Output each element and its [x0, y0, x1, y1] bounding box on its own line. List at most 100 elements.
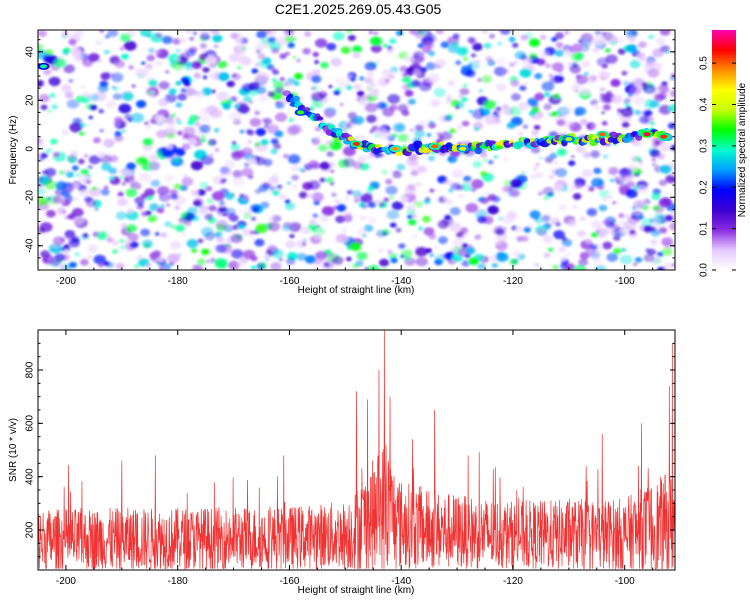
spectrogram-noise-blob: [457, 125, 463, 130]
spectrogram-noise-blob: [395, 227, 402, 233]
snr-panel: -200 -180 -160 -140 -120 -100 200 400 600 800 He…: [8, 329, 676, 596]
spectrogram-noise-blob: [274, 130, 284, 138]
spectrogram-noise-blob: [111, 72, 124, 83]
spectrogram-noise-blob: [493, 106, 502, 113]
spectrogram-noise-blob: [200, 138, 206, 143]
spectrogram-noise-blob: [94, 207, 99, 211]
spectrogram-noise-blob: [433, 245, 440, 250]
spectrogram-noise-blob: [626, 44, 638, 53]
spectrogram-noise-blob: [308, 219, 317, 226]
spectrogram-noise-blob: [68, 238, 80, 248]
spectrogram-noise-blob: [285, 202, 296, 211]
spectrogram-noise-blob: [529, 210, 541, 219]
spectrogram-noise-blob: [161, 148, 175, 159]
spectrogram-noise-blob: [369, 36, 383, 46]
spectrogram-noise-blob: [558, 72, 563, 76]
spectrogram-noise-blob: [381, 69, 393, 78]
spectrogram-noise-blob: [520, 235, 529, 242]
spectrogram-noise-blob: [96, 231, 108, 240]
spectrogram-noise-blob: [419, 67, 427, 73]
spectrogram-noise-blob: [212, 34, 223, 43]
spectrogram-noise-blob: [513, 60, 519, 65]
spectrogram-noise-blob: [414, 129, 425, 138]
spectrogram-noise-blob: [365, 85, 373, 91]
spectrogram-noise-blob: [657, 266, 666, 270]
spectrogram-noise-blob: [392, 170, 402, 179]
spectrogram-noise-blob: [625, 225, 630, 230]
spectrogram-noise-blob: [140, 228, 151, 237]
spectrogram-noise-blob: [605, 48, 611, 53]
spectrogram-noise-blob: [533, 125, 541, 130]
spectrogram-noise-blob: [88, 93, 99, 102]
spectrogram-noise-blob: [522, 124, 529, 129]
spectrogram-noise-blob: [195, 62, 201, 66]
spectrogram-noise-blob: [558, 204, 568, 211]
spectrogram-noise-blob: [653, 217, 662, 225]
spectrogram-noise-blob: [105, 99, 117, 108]
spectrogram-noise-blob: [198, 124, 211, 134]
spectrogram-noise-blob: [311, 138, 321, 146]
spectrogram-noise-blob: [367, 264, 380, 270]
spectrogram-noise-blob: [543, 195, 550, 201]
spectrogram-noise-blob: [389, 222, 397, 228]
spectrogram-noise-blob: [290, 183, 299, 190]
spectrogram-noise-blob: [427, 73, 440, 83]
spectrogram-noise-blob: [651, 158, 657, 162]
spectrogram-noise-blob: [423, 227, 435, 236]
colorbar-tick-label: 0.5: [699, 56, 710, 70]
spectrogram-noise-blob: [483, 42, 492, 49]
spectrogram-noise-blob: [162, 193, 171, 201]
spectrogram-noise-blob: [182, 134, 189, 140]
spectrogram-noise-blob: [552, 264, 559, 270]
spectrogram-noise-blob: [648, 34, 655, 40]
spectrogram-noise-blob: [268, 176, 280, 185]
spectrogram-noise-blob: [252, 207, 260, 213]
spectrogram-noise-blob: [70, 47, 82, 57]
spectrogram-noise-blob: [181, 232, 186, 236]
spectrogram-noise-blob: [537, 266, 543, 270]
spectrogram-noise-blob: [408, 153, 418, 161]
spectrogram-noise-blob: [258, 94, 268, 102]
spectrogram-noise-blob: [429, 188, 435, 193]
spectrogram-noise-blob: [641, 217, 654, 228]
spectrogram-noise-blob: [379, 153, 384, 157]
spectrogram-noise-blob: [601, 31, 607, 36]
spectrogram-noise-blob: [411, 233, 419, 239]
spectrogram-noise-blob: [38, 227, 46, 234]
spectrogram-noise-blob: [116, 198, 128, 207]
spectrogram-noise-blob: [87, 165, 93, 170]
spectrogram-noise-blob: [319, 264, 329, 270]
spectrogram-noise-blob: [229, 96, 238, 103]
spectrogram-noise-blob: [214, 231, 223, 238]
spectrogram-noise-blob: [190, 160, 203, 171]
spectrogram-noise-blob: [247, 158, 257, 165]
spectrogram-noise-blob: [662, 198, 673, 206]
spectrogram-noise-blob: [52, 236, 65, 246]
spectrogram-noise-blob: [535, 172, 544, 179]
spectrogram-noise-blob: [556, 148, 567, 157]
spectrogram-noise-blob: [340, 46, 351, 54]
spectrogram-noise-blob: [499, 30, 510, 35]
spectrogram-noise-blob: [156, 129, 168, 139]
spectrogram-noise-blob: [555, 42, 564, 48]
spectrogram-noise-blob: [467, 36, 476, 43]
spectrogram-noise-blob: [191, 248, 198, 253]
spectrogram-noise-blob: [243, 95, 252, 102]
spectrogram-noise-blob: [570, 155, 575, 159]
spectrogram-noise-blob: [125, 188, 137, 198]
spectrogram-noise-blob: [183, 126, 196, 136]
spectrogram-noise-blob: [291, 174, 299, 181]
spectrogram-noise-blob: [43, 69, 52, 76]
spectrogram-noise-blob: [197, 258, 207, 266]
spectrogram-noise-blob: [288, 118, 294, 122]
spectrogram-noise-blob: [257, 53, 266, 60]
spectrogram-noise-blob: [576, 74, 589, 85]
spectrogram-noise-blob: [166, 144, 174, 150]
spectrogram-noise-blob: [624, 213, 630, 219]
spectrogram-noise-blob: [581, 35, 595, 46]
spectrogram-noise-blob: [38, 30, 47, 38]
spectrogram-noise-blob: [637, 185, 649, 194]
spectrogram-noise-blob: [541, 81, 555, 92]
spectrogram-noise-blob: [100, 72, 111, 81]
